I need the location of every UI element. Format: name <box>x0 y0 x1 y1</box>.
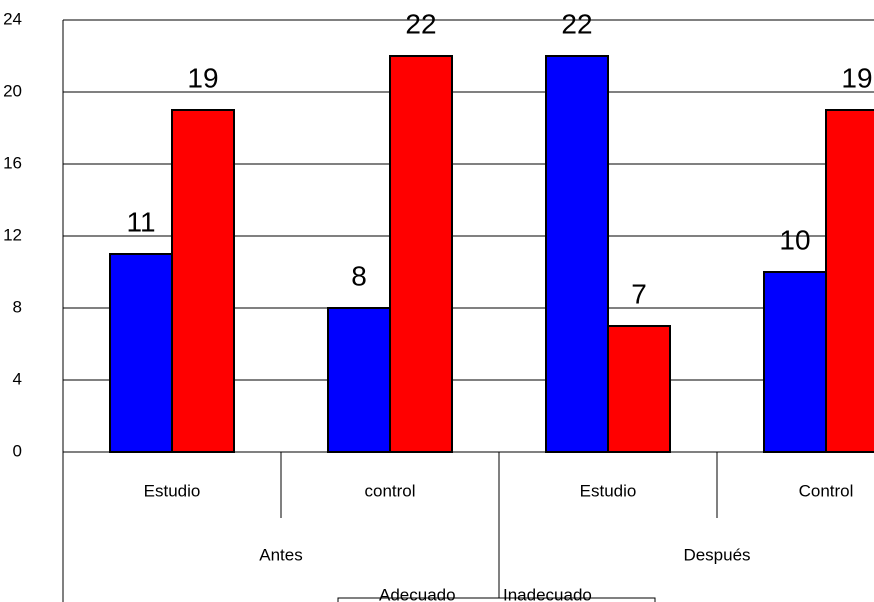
bar <box>171 109 235 453</box>
data-label: 22 <box>561 8 592 39</box>
data-label: 11 <box>126 206 155 237</box>
x-tick-label: Estudio <box>580 481 637 500</box>
y-tick-label: 0 <box>13 441 22 460</box>
y-tick-label: 12 <box>3 225 22 244</box>
data-label: 19 <box>187 62 218 93</box>
bar <box>327 307 391 453</box>
data-label: 8 <box>351 260 367 291</box>
x-tick-label: Control <box>799 481 854 500</box>
x-tick-label: control <box>364 481 415 500</box>
data-label: 10 <box>779 224 810 255</box>
bar <box>607 325 671 453</box>
data-label: 22 <box>405 8 436 39</box>
data-label: 7 <box>631 278 647 309</box>
bar <box>545 55 609 453</box>
data-label: 19 <box>841 62 872 93</box>
legend-label: Inadecuado <box>503 585 592 602</box>
legend-box <box>337 597 656 602</box>
y-tick-label: 16 <box>3 153 22 172</box>
bar <box>763 271 827 453</box>
x-tick-label: Estudio <box>144 481 201 500</box>
bar <box>825 109 874 453</box>
y-tick-label: 8 <box>13 297 22 316</box>
legend-label: Adecuado <box>379 585 456 602</box>
y-tick-label: 24 <box>3 9 22 28</box>
y-tick-label: 4 <box>13 369 22 388</box>
bar <box>389 55 453 453</box>
bar <box>109 253 173 453</box>
group-label: Después <box>683 545 750 564</box>
y-tick-label: 20 <box>3 81 22 100</box>
group-label: Antes <box>259 545 302 564</box>
